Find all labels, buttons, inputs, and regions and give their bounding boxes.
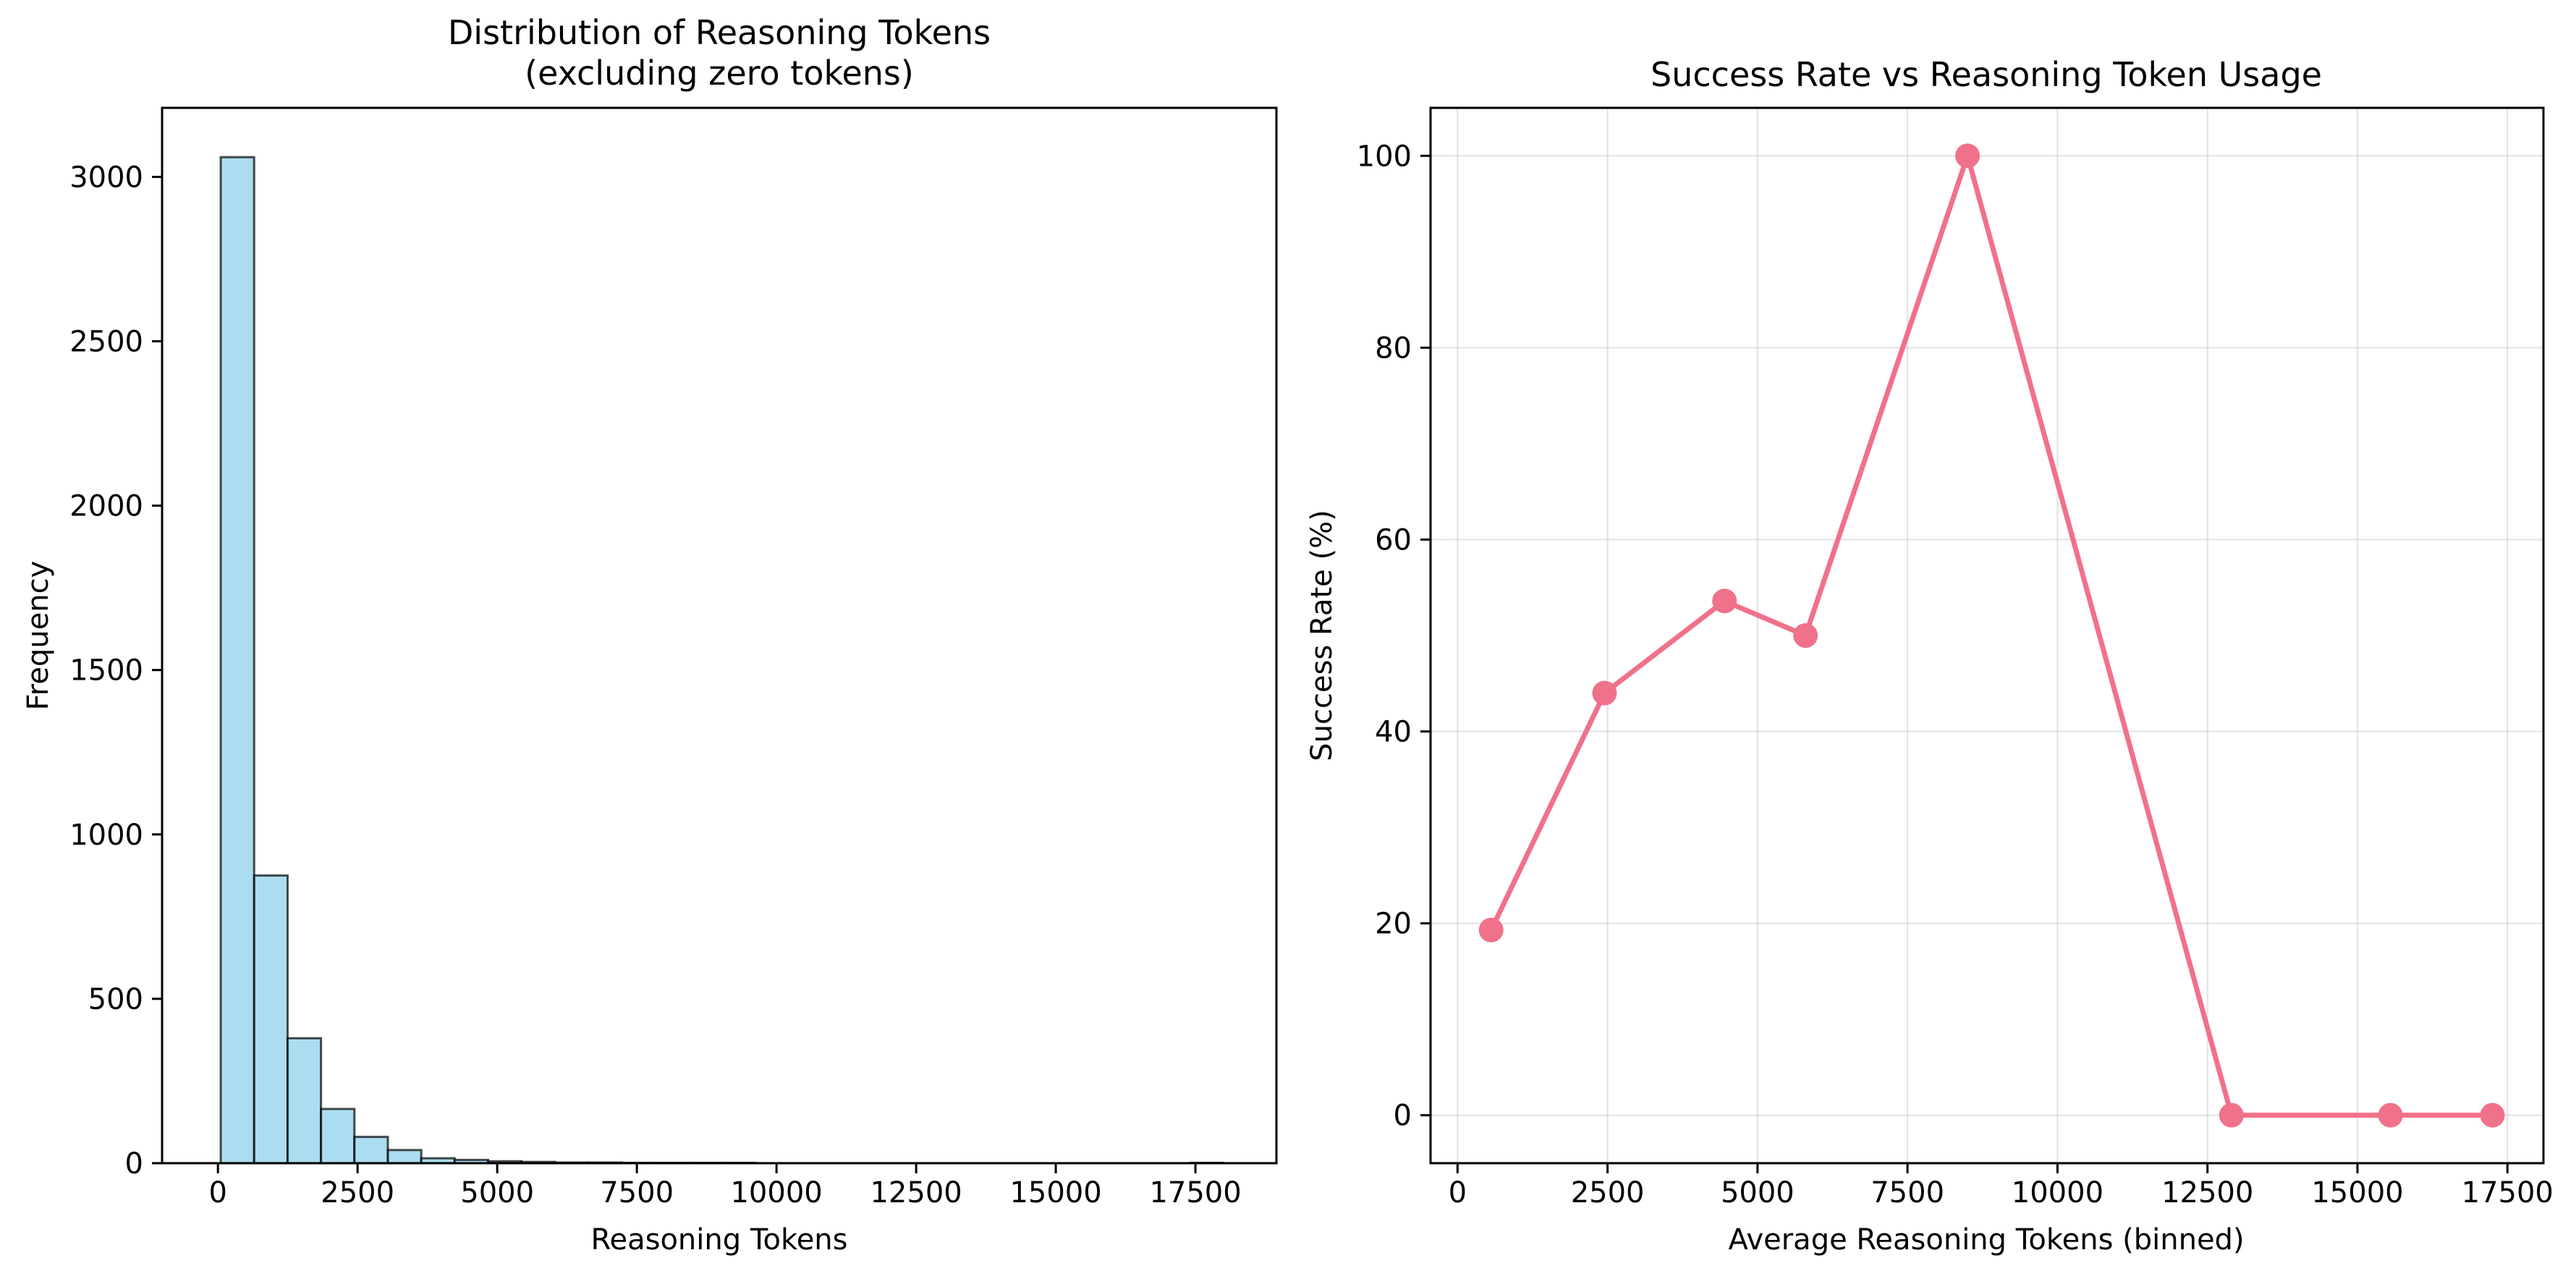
histogram-bar <box>286 1037 323 1165</box>
histogram-bar <box>320 1107 356 1165</box>
success-rate-point <box>2219 1102 2244 1128</box>
line-chart-y-tick-label: 20 <box>1375 908 1412 941</box>
line-chart: Success Rate vs Reasoning Token Usage 0 2… <box>1305 55 2554 1257</box>
histogram-x-ticks: 0 2500 5000 7500 10000 12500 15000 17500 <box>208 1163 1242 1210</box>
success-rate-point <box>1478 917 1504 942</box>
line-chart-x-tick-label: 2500 <box>1571 1176 1645 1210</box>
line-chart-x-tick-label: 7500 <box>1870 1176 1944 1210</box>
line-chart-y-tick-label: 0 <box>1394 1099 1412 1133</box>
line-chart-y-axis-label: Success Rate (%) <box>1305 510 1339 761</box>
line-chart-axes-frame <box>1429 106 2545 1165</box>
histogram-y-tick-label: 1500 <box>69 654 143 688</box>
line-chart-series <box>1478 143 2505 1128</box>
histogram-axes-frame <box>161 106 1278 1165</box>
histogram-title-line2: (excluding zero tokens) <box>525 54 914 93</box>
line-chart-y-tick-label: 100 <box>1357 140 1412 173</box>
histogram-chart: Distribution of Reasoning Tokens (exclud… <box>22 13 1278 1257</box>
histogram-x-tick-label: 7500 <box>600 1176 674 1210</box>
histogram-y-tick-label: 3000 <box>69 161 143 194</box>
line-chart-y-tick-label: 40 <box>1375 716 1412 749</box>
success-rate-point <box>1592 680 1617 706</box>
histogram-x-tick-label: 10000 <box>730 1176 822 1210</box>
histogram-y-tick-label: 2500 <box>69 325 143 358</box>
line-chart-x-tick-label: 0 <box>1449 1176 1467 1210</box>
histogram-y-tick-label: 2000 <box>69 490 143 523</box>
histogram-x-tick-label: 15000 <box>1009 1176 1101 1210</box>
success-rate-point <box>1793 623 1818 648</box>
line-chart-x-tick-label: 5000 <box>1721 1176 1795 1210</box>
success-rate-point <box>1955 143 1980 169</box>
histogram-y-tick-label: 500 <box>88 983 143 1016</box>
line-chart-y-tick-label: 80 <box>1375 332 1412 365</box>
histogram-bar <box>386 1149 423 1165</box>
line-chart-x-tick-label: 15000 <box>2311 1176 2403 1210</box>
line-chart-grid <box>1431 108 2543 1163</box>
line-chart-x-tick-label: 10000 <box>2012 1176 2103 1210</box>
line-chart-x-axis-label: Average Reasoning Tokens (binned) <box>1728 1223 2244 1257</box>
line-chart-title: Success Rate vs Reasoning Token Usage <box>1651 55 2322 94</box>
success-rate-line <box>1488 153 2496 1118</box>
histogram-bar <box>219 156 255 1165</box>
line-chart-y-ticks: 0 20 40 60 80 100 <box>1357 140 1431 1133</box>
histogram-x-axis-label: Reasoning Tokens <box>591 1223 848 1257</box>
histogram-x-tick-label: 2500 <box>321 1176 394 1210</box>
line-chart-x-ticks: 0 2500 5000 7500 10000 12500 15000 17500 <box>1449 1163 2554 1210</box>
histogram-bar <box>253 874 289 1165</box>
histogram-y-tick-label: 1000 <box>69 819 143 852</box>
histogram-x-tick-label: 0 <box>208 1176 226 1210</box>
success-rate-point <box>2378 1102 2403 1128</box>
success-rate-point <box>2480 1102 2505 1128</box>
histogram-y-tick-label: 0 <box>125 1147 143 1181</box>
histogram-title-line1: Distribution of Reasoning Tokens <box>448 13 991 52</box>
line-chart-x-tick-label: 12500 <box>2161 1176 2253 1210</box>
histogram-bar <box>353 1136 389 1165</box>
histogram-y-axis-label: Frequency <box>22 561 55 711</box>
histogram-x-tick-label: 5000 <box>460 1176 534 1210</box>
histogram-y-ticks: 0 500 1000 1500 2000 2500 3000 <box>69 161 162 1181</box>
histogram-x-tick-label: 12500 <box>870 1176 962 1210</box>
success-rate-point <box>1712 588 1737 614</box>
line-chart-x-tick-label: 17500 <box>2462 1176 2554 1210</box>
line-chart-y-tick-label: 60 <box>1375 523 1412 557</box>
histogram-x-tick-label: 17500 <box>1149 1176 1241 1210</box>
